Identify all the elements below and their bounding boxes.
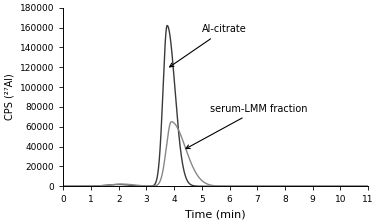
X-axis label: Time (min): Time (min) <box>185 210 246 220</box>
Text: Al-citrate: Al-citrate <box>170 24 246 67</box>
Y-axis label: CPS (²⁷Al): CPS (²⁷Al) <box>4 73 14 120</box>
Text: serum-LMM fraction: serum-LMM fraction <box>186 104 308 149</box>
